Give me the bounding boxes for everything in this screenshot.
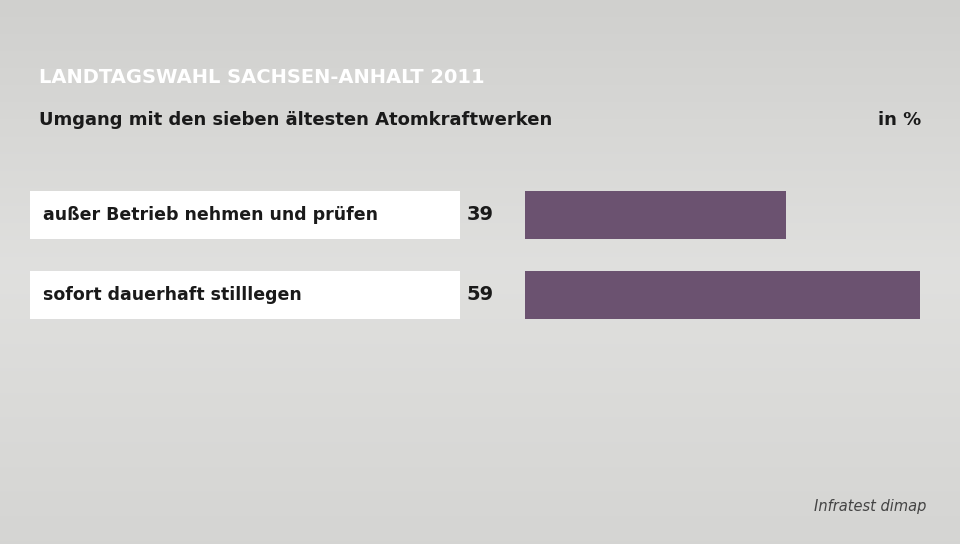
- Text: 59: 59: [467, 286, 493, 305]
- Bar: [525, 271, 920, 319]
- Bar: [30, 271, 460, 319]
- Bar: [525, 191, 786, 239]
- Text: in %: in %: [877, 111, 922, 129]
- Text: sofort dauerhaft stilllegen: sofort dauerhaft stilllegen: [43, 286, 301, 304]
- Text: Infratest dimap: Infratest dimap: [814, 499, 926, 514]
- Bar: [30, 191, 460, 239]
- Text: Umgang mit den sieben ältesten Atomkraftwerken: Umgang mit den sieben ältesten Atomkraft…: [38, 111, 552, 129]
- Text: 39: 39: [467, 206, 493, 225]
- Text: LANDTAGSWAHL SACHSEN-ANHALT 2011: LANDTAGSWAHL SACHSEN-ANHALT 2011: [38, 68, 485, 87]
- Text: außer Betrieb nehmen und prüfen: außer Betrieb nehmen und prüfen: [43, 206, 378, 224]
